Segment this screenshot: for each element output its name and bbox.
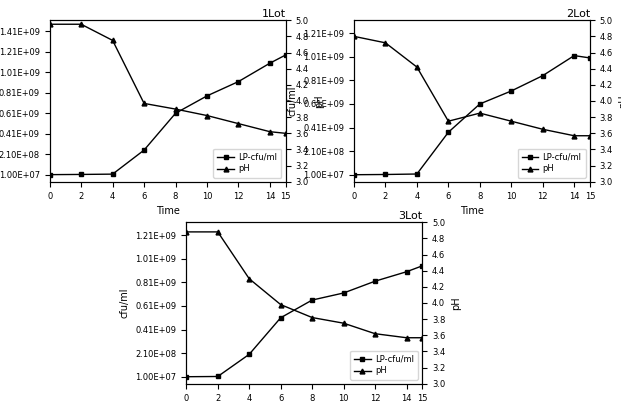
pH <box>172 107 179 112</box>
Legend: LP-cfu/ml, pH: LP-cfu/ml, pH <box>350 351 418 380</box>
Text: 3Lot: 3Lot <box>398 211 422 221</box>
LP-cfu/ml <box>445 130 452 135</box>
LP-cfu/ml <box>172 111 179 116</box>
Legend: LP-cfu/ml, pH: LP-cfu/ml, pH <box>518 149 586 178</box>
LP-cfu/ml <box>235 79 242 84</box>
X-axis label: Time: Time <box>460 206 484 216</box>
LP-cfu/ml <box>214 374 222 379</box>
Y-axis label: pH: pH <box>314 94 324 108</box>
pH <box>245 276 253 281</box>
LP-cfu/ml <box>203 93 211 98</box>
pH <box>109 38 116 43</box>
pH <box>350 34 358 39</box>
LP-cfu/ml <box>245 352 253 357</box>
LP-cfu/ml <box>539 73 546 78</box>
pH <box>445 119 452 124</box>
pH <box>203 113 211 118</box>
pH <box>419 335 426 340</box>
Legend: LP-cfu/ml, pH: LP-cfu/ml, pH <box>214 149 281 178</box>
pH <box>214 229 222 234</box>
Line: LP-cfu/ml: LP-cfu/ml <box>47 53 288 177</box>
pH <box>266 129 274 134</box>
pH <box>183 229 190 234</box>
X-axis label: Time: Time <box>156 206 179 216</box>
Text: 1Lot: 1Lot <box>261 9 286 19</box>
Line: LP-cfu/ml: LP-cfu/ml <box>351 53 592 177</box>
Line: LP-cfu/ml: LP-cfu/ml <box>184 263 425 379</box>
pH <box>46 22 53 27</box>
LP-cfu/ml <box>266 61 274 65</box>
LP-cfu/ml <box>46 172 53 177</box>
Y-axis label: pH: pH <box>619 94 621 108</box>
LP-cfu/ml <box>309 298 316 303</box>
pH <box>403 335 410 340</box>
pH <box>309 315 316 320</box>
LP-cfu/ml <box>109 172 116 177</box>
LP-cfu/ml <box>413 172 420 177</box>
pH <box>282 131 289 136</box>
LP-cfu/ml <box>476 101 484 106</box>
Text: 2Lot: 2Lot <box>566 9 590 19</box>
pH <box>78 22 85 27</box>
pH <box>571 133 578 138</box>
LP-cfu/ml <box>282 53 289 57</box>
Line: pH: pH <box>184 229 425 340</box>
pH <box>507 119 515 124</box>
LP-cfu/ml <box>371 279 379 284</box>
LP-cfu/ml <box>586 55 594 60</box>
pH <box>277 302 284 307</box>
pH <box>413 65 420 69</box>
LP-cfu/ml <box>507 88 515 93</box>
LP-cfu/ml <box>340 290 347 295</box>
pH <box>371 331 379 336</box>
LP-cfu/ml <box>140 148 148 153</box>
LP-cfu/ml <box>350 172 358 177</box>
Y-axis label: pH: pH <box>451 296 461 310</box>
pH <box>476 111 484 116</box>
LP-cfu/ml <box>78 172 85 177</box>
pH <box>235 121 242 126</box>
Y-axis label: cfu/ml: cfu/ml <box>288 86 297 116</box>
LP-cfu/ml <box>382 172 389 177</box>
Line: pH: pH <box>47 22 288 136</box>
pH <box>382 40 389 45</box>
pH <box>140 101 148 106</box>
LP-cfu/ml <box>403 269 410 274</box>
LP-cfu/ml <box>419 263 426 268</box>
LP-cfu/ml <box>183 374 190 379</box>
Y-axis label: cfu/ml: cfu/ml <box>120 288 130 318</box>
pH <box>586 133 594 138</box>
LP-cfu/ml <box>571 53 578 58</box>
pH <box>340 321 347 326</box>
pH <box>539 127 546 132</box>
Line: pH: pH <box>351 34 592 138</box>
LP-cfu/ml <box>277 315 284 320</box>
